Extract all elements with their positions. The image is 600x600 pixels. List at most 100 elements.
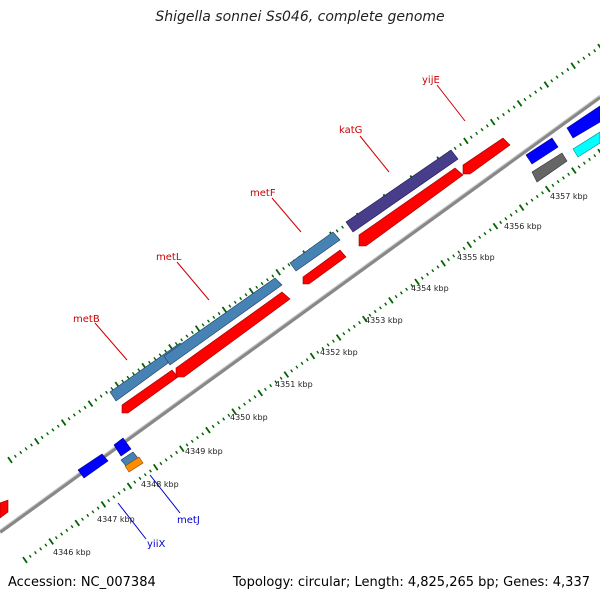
tick-mark: [463, 137, 469, 145]
tick-mark: [326, 343, 330, 347]
tick-mark: [431, 269, 435, 273]
tick-mark: [180, 338, 184, 342]
tick-mark: [201, 432, 205, 436]
tick-mark: [426, 272, 429, 277]
gene-arrow-red: [0, 499, 9, 519]
tick-mark: [164, 458, 168, 462]
gene-labels: metB metL metF katG yijE metJ yiiX: [73, 75, 440, 550]
scale-label: 4355 kbp: [457, 253, 495, 262]
tick-mark: [48, 538, 54, 545]
tick-mark: [175, 450, 179, 455]
tick-mark: [321, 346, 325, 351]
tick-mark: [67, 417, 71, 421]
tick-mark: [475, 131, 479, 135]
tick-mark: [39, 547, 43, 551]
tick-mark: [541, 191, 544, 195]
tick-mark: [539, 86, 543, 90]
tick-mark: [410, 283, 414, 288]
tick-mark: [13, 454, 17, 458]
tick-mark: [185, 443, 189, 447]
gene-arrow-gray: [531, 152, 568, 183]
tick-mark: [523, 97, 527, 102]
tick-mark: [516, 99, 523, 107]
tick-mark: [205, 426, 211, 434]
tick-mark: [309, 352, 316, 360]
gene-label-metL: metL: [156, 252, 182, 263]
tick-mark: [504, 217, 508, 221]
tick-mark: [384, 302, 388, 306]
tick-mark: [60, 532, 64, 536]
tick-mark: [379, 306, 382, 310]
tick-mark: [19, 450, 23, 455]
tick-mark: [347, 328, 351, 332]
tick-mark: [94, 398, 98, 402]
gene-label-yijE: yijE: [422, 75, 440, 86]
tick-mark: [352, 324, 356, 328]
scale-label: 4353 kbp: [365, 316, 403, 325]
tick-mark: [207, 319, 210, 323]
tick-mark: [237, 406, 241, 410]
tick-mark: [388, 296, 394, 304]
tick-mark: [271, 274, 275, 278]
gene-arrow-red: [358, 167, 464, 247]
tick-mark: [570, 62, 576, 70]
tick-mark: [100, 500, 107, 508]
reverse-strand-genes: [0, 137, 511, 519]
tick-mark: [227, 413, 231, 417]
tick-mark: [567, 172, 571, 176]
tick-mark: [83, 405, 87, 410]
tick-mark: [290, 369, 294, 373]
tick-mark: [54, 536, 58, 540]
tick-mark: [420, 276, 424, 280]
tick-mark: [121, 379, 125, 383]
tick-mark: [295, 365, 299, 369]
tick-mark: [81, 517, 84, 521]
tick-mark: [164, 349, 167, 353]
map-title: Shigella sonnei Ss046, complete genome: [155, 9, 445, 25]
scale-label: 4350 kbp: [230, 413, 268, 422]
tick-mark: [550, 79, 554, 83]
tick-mark: [525, 202, 529, 206]
tick-mark: [452, 254, 456, 258]
gene-arrow-red: [302, 249, 347, 285]
tick-mark: [7, 456, 13, 464]
scale-label: 4356 kbp: [504, 222, 542, 231]
gene-arrow-blue: [113, 437, 132, 457]
tick-mark: [201, 323, 205, 327]
leader-metJ: [149, 474, 181, 514]
tick-mark: [555, 75, 559, 79]
tick-mark: [96, 506, 100, 510]
tick-mark: [257, 389, 264, 397]
tick-mark: [335, 229, 339, 233]
tick-mark: [282, 266, 285, 271]
leader-metB: [94, 322, 128, 361]
tick-mark: [436, 265, 440, 269]
tick-mark: [248, 287, 255, 295]
tick-mark: [228, 304, 232, 308]
tick-mark: [287, 263, 291, 267]
tick-mark: [260, 281, 264, 286]
tick-mark: [149, 469, 152, 473]
tick-mark: [577, 165, 581, 169]
tick-mark: [361, 315, 368, 323]
tick-mark: [159, 461, 163, 466]
tick-mark: [239, 296, 243, 301]
tick-mark: [131, 372, 135, 376]
tick-mark: [126, 375, 130, 380]
tick-mark: [561, 71, 564, 75]
tick-mark: [593, 154, 597, 158]
tick-mark: [587, 52, 591, 57]
tick-mark: [279, 376, 283, 380]
scale-label: 4349 kbp: [185, 447, 223, 456]
tick-mark: [518, 204, 525, 212]
tick-mark: [72, 413, 76, 417]
tick-mark: [571, 167, 577, 174]
gene-arrow-blue: [525, 137, 559, 165]
tick-mark: [137, 368, 141, 372]
tick-mark: [216, 421, 220, 425]
genome-summary: Topology: circular; Length: 4,825,265 bp…: [232, 575, 590, 590]
gene-arrow-metF: [289, 231, 341, 272]
gene-arrow-orange: [124, 456, 144, 473]
scale-labels: 4346 kbp 4347 kbp 4348 kbp 4349 kbp 4350…: [53, 192, 588, 557]
